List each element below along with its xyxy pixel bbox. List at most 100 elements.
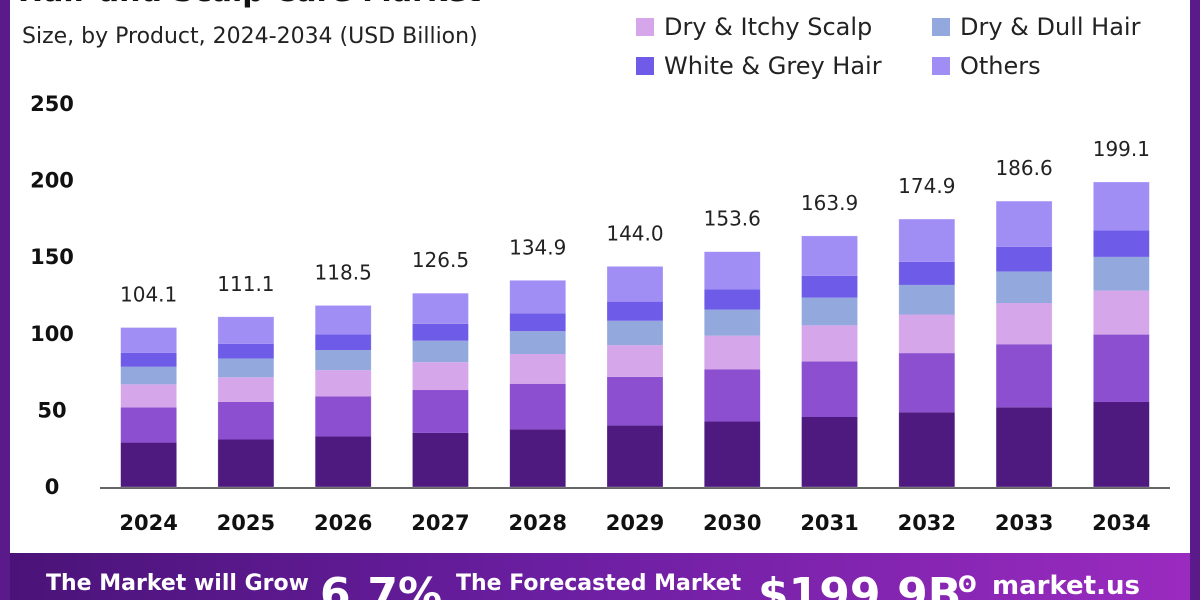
x-tick-label-2029: 2029 bbox=[606, 511, 664, 535]
bar-segment-2034-1 bbox=[1093, 334, 1150, 402]
x-tick-label-2025: 2025 bbox=[217, 511, 275, 535]
bar-segment-2028-0 bbox=[509, 429, 566, 487]
bar-segment-2026-0 bbox=[315, 436, 372, 487]
bar-segment-2032-4 bbox=[898, 261, 955, 285]
bar-segment-2027-0 bbox=[412, 432, 469, 487]
legend: Dry & Itchy Scalp Dry & Dull Hair White … bbox=[636, 8, 1176, 88]
bar-segment-2024-2 bbox=[120, 384, 177, 408]
bar-segment-2027-1 bbox=[412, 390, 469, 433]
legend-item-others: Others bbox=[932, 52, 1041, 80]
data-label-2030: 153.6 bbox=[704, 207, 761, 231]
bar-segment-2025-5 bbox=[217, 316, 274, 344]
data-label-2032: 174.9 bbox=[898, 174, 955, 198]
y-tick-label-50: 50 bbox=[37, 398, 66, 422]
data-label-2031: 163.9 bbox=[801, 191, 858, 215]
bar-segment-2032-1 bbox=[898, 353, 955, 413]
bar-outline-2034 bbox=[1093, 181, 1150, 488]
bar-outline-2026 bbox=[314, 305, 372, 488]
bar-segment-2030-1 bbox=[704, 369, 761, 422]
bar-segment-2027-4 bbox=[412, 323, 469, 341]
bar-segment-2028-4 bbox=[509, 313, 566, 332]
bar-segment-2029-4 bbox=[607, 301, 663, 321]
data-label-2028: 134.9 bbox=[509, 235, 566, 259]
bar-outline-2024 bbox=[120, 327, 177, 488]
bar-segment-2033-1 bbox=[996, 344, 1053, 408]
bar-segment-2030-0 bbox=[704, 421, 761, 487]
bar-segment-2030-4 bbox=[704, 289, 761, 310]
legend-item-dry-dull-hair: Dry & Dull Hair bbox=[932, 13, 1140, 41]
bar-outline-2029 bbox=[606, 266, 664, 488]
x-tick-label-2026: 2026 bbox=[314, 511, 372, 535]
bar-segment-2034-2 bbox=[1093, 290, 1150, 335]
x-tick-label-2034: 2034 bbox=[1092, 511, 1150, 535]
legend-item-white-grey-hair: White & Grey Hair bbox=[636, 52, 882, 80]
data-label-2025: 111.1 bbox=[217, 272, 274, 296]
bar-segment-2026-3 bbox=[315, 350, 372, 371]
bar-segment-2034-5 bbox=[1093, 181, 1150, 231]
legend-label-dry-itchy-scalp: Dry & Itchy Scalp bbox=[664, 13, 873, 41]
bar-segment-2030-5 bbox=[704, 251, 761, 290]
bar-outline-2031 bbox=[801, 235, 858, 488]
bar-segment-2028-3 bbox=[509, 331, 566, 355]
legend-label-dry-dull-hair: Dry & Dull Hair bbox=[960, 13, 1141, 41]
bar-segment-2024-5 bbox=[120, 327, 177, 353]
bar-segment-2032-5 bbox=[898, 219, 955, 262]
bar-segment-2034-0 bbox=[1093, 401, 1150, 487]
bar-segment-2031-3 bbox=[801, 297, 858, 326]
bar-outline-2033 bbox=[995, 200, 1053, 488]
bar-segment-2027-5 bbox=[412, 293, 469, 324]
bar-segment-2025-4 bbox=[217, 343, 274, 359]
bar-segment-2033-3 bbox=[996, 271, 1053, 304]
bar-segment-2025-1 bbox=[217, 401, 274, 440]
bar-segment-2031-5 bbox=[801, 235, 858, 276]
bar-segment-2031-0 bbox=[801, 416, 858, 487]
bar-outline-2030 bbox=[703, 251, 761, 488]
x-tick-label-2027: 2027 bbox=[411, 511, 469, 535]
bar-outline-2027 bbox=[412, 292, 469, 488]
y-tick-label-100: 100 bbox=[30, 322, 74, 346]
bar-segment-2029-1 bbox=[607, 376, 663, 426]
legend-swatch-white-grey-hair bbox=[636, 57, 654, 75]
bar-segment-2032-0 bbox=[898, 412, 955, 487]
banner-cagr: 6.7% bbox=[320, 569, 443, 600]
chart-subtitle: Size, by Product, 2024-2034 (USD Billion… bbox=[22, 24, 478, 49]
bar-segment-2026-5 bbox=[315, 305, 372, 335]
brand-logo-icon: ʘ bbox=[958, 573, 977, 598]
x-tick-label-2031: 2031 bbox=[800, 511, 858, 535]
bar-outline-2025 bbox=[217, 316, 275, 488]
banner-forecast-value: $199.9B bbox=[758, 569, 962, 600]
bar-segment-2031-1 bbox=[801, 361, 858, 417]
bar-segment-2026-2 bbox=[315, 370, 372, 397]
banner-forecast-label: The Forecasted Market bbox=[456, 571, 742, 596]
bar-segment-2027-3 bbox=[412, 340, 469, 363]
bar-segment-2032-2 bbox=[898, 314, 955, 354]
bar-segment-2029-5 bbox=[607, 266, 663, 302]
x-tick-label-2030: 2030 bbox=[703, 511, 761, 535]
bar-segment-2024-0 bbox=[120, 442, 177, 487]
bar-segment-2028-2 bbox=[509, 354, 566, 384]
bar-segment-2027-2 bbox=[412, 362, 469, 391]
page-title: Hair and Scalp Care Market bbox=[18, 0, 481, 9]
bar-segment-2034-4 bbox=[1093, 230, 1150, 257]
brand-name: market.us bbox=[992, 571, 1140, 600]
bar-segment-2024-4 bbox=[120, 352, 177, 367]
bar-segment-2033-5 bbox=[996, 201, 1053, 247]
bar-segment-2033-0 bbox=[996, 407, 1053, 487]
x-tick-label-2028: 2028 bbox=[509, 511, 567, 535]
bar-segment-2030-2 bbox=[704, 335, 761, 370]
bar-segment-2028-5 bbox=[509, 280, 566, 314]
data-label-2034: 199.1 bbox=[1093, 137, 1150, 161]
bar-segment-2029-2 bbox=[607, 345, 663, 377]
y-tick-label-0: 0 bbox=[45, 475, 60, 499]
data-label-2024: 104.1 bbox=[120, 283, 177, 307]
bar-segment-2030-3 bbox=[704, 309, 761, 336]
data-label-2027: 126.5 bbox=[412, 248, 469, 272]
x-tick-label-2032: 2032 bbox=[898, 511, 956, 535]
bar-segment-2031-2 bbox=[801, 325, 858, 362]
legend-swatch-others bbox=[932, 57, 950, 75]
bar-segment-2032-3 bbox=[898, 284, 955, 315]
bar-segment-2026-4 bbox=[315, 334, 372, 351]
bar-outline-2032 bbox=[898, 218, 956, 488]
y-tick-label-200: 200 bbox=[30, 169, 74, 193]
data-label-2029: 144.0 bbox=[606, 221, 663, 245]
